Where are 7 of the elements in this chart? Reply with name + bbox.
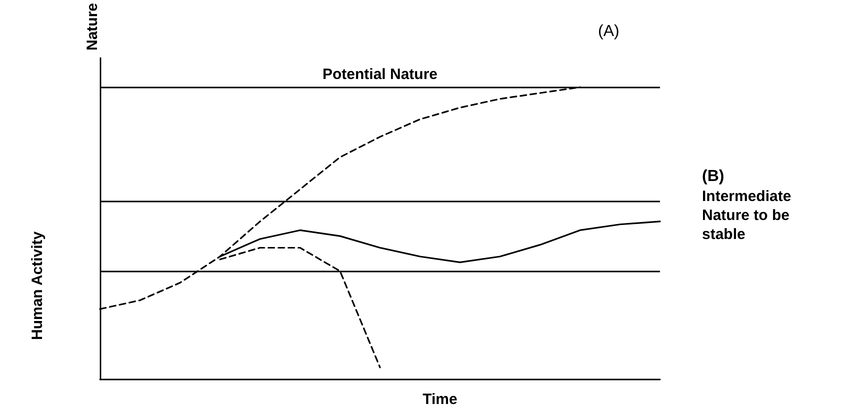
text: Intermediate Nature to be stable <box>702 188 796 243</box>
ref-line-label: Potential Nature <box>322 66 438 84</box>
text: (B) <box>702 168 724 185</box>
y-axis-title: Nature <box>84 3 101 51</box>
x-axis-title: Time <box>422 391 458 408</box>
text: Human Activity <box>29 230 46 340</box>
text: (A) <box>598 23 620 40</box>
